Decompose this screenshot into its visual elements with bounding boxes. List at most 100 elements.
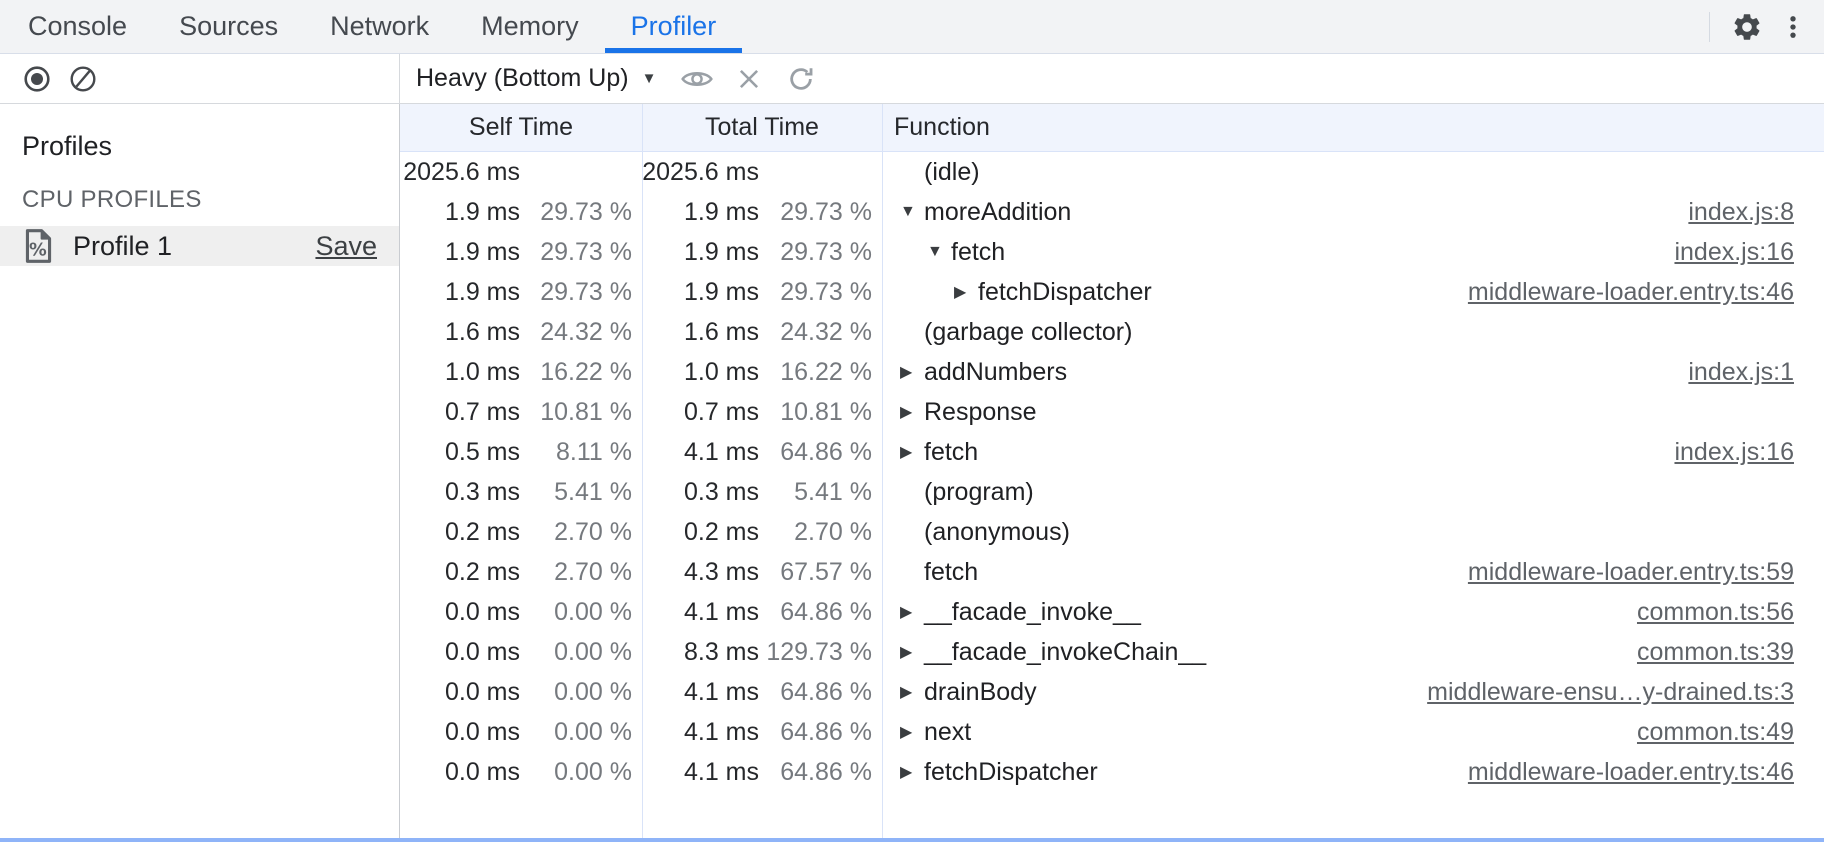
column-divider[interactable] <box>882 104 883 840</box>
profile-name: Profile 1 <box>73 230 173 261</box>
function-cell: (idle) <box>882 158 1824 187</box>
more-menu-button[interactable] <box>1770 4 1816 50</box>
collapsed-arrow-icon[interactable]: ▶ <box>900 764 913 781</box>
function-cell: ▶ fetchDispatcher middleware-loader.entry.… <box>882 278 1824 307</box>
sidebar-title: Profiles <box>22 131 113 161</box>
self-time-ms: 0.7 ms <box>444 397 520 426</box>
tab-sources[interactable]: Sources <box>179 11 279 41</box>
self-time-percent: 24.32 % <box>540 317 632 346</box>
profiler-toolbar: Heavy (Bottom Up) ▼ <box>0 54 1824 104</box>
source-location-link[interactable]: index.js:16 <box>1674 237 1794 266</box>
profile-table-row[interactable]: 0.2 ms 2.70 % 0.2 ms 2.70 % (anonymous) <box>400 512 1824 552</box>
source-location-link[interactable]: index.js:8 <box>1688 197 1794 226</box>
collapsed-arrow-icon[interactable]: ▶ <box>900 604 913 621</box>
self-time-cell: 0.7 ms 10.81 % <box>400 398 642 427</box>
profile-table-row[interactable]: 0.0 ms 0.00 % 4.1 ms 64.86 % ▶ drainBody middl… <box>400 672 1824 712</box>
collapsed-arrow-icon[interactable]: ▶ <box>900 444 913 461</box>
total-time-ms: 4.1 ms <box>683 437 759 466</box>
focus-function-button[interactable] <box>678 59 716 99</box>
function-cell: ▶ fetch index.js:16 <box>882 438 1824 467</box>
source-location-link[interactable]: middleware-loader.entry.ts:59 <box>1467 557 1794 586</box>
collapsed-arrow-icon[interactable]: ▶ <box>900 364 913 381</box>
expanded-arrow-icon[interactable]: ▼ <box>900 203 916 220</box>
total-time-cell: 2025.6 ms <box>642 158 882 187</box>
view-mode-dropdown[interactable]: Heavy (Bottom Up) ▼ <box>416 64 656 93</box>
self-time-ms: 1.9 ms <box>444 277 520 306</box>
profile-table-row[interactable]: 0.7 ms 10.81 % 0.7 ms 10.81 % ▶ Response <box>400 392 1824 432</box>
self-time-ms: 0.3 ms <box>444 477 520 506</box>
tab-console[interactable]: Console <box>28 11 128 41</box>
self-time-cell: 0.2 ms 2.70 % <box>400 558 642 587</box>
function-name: (idle) <box>924 157 980 186</box>
profile-table-row[interactable]: 0.2 ms 2.70 % 4.3 ms 67.57 % fetch middleware… <box>400 552 1824 592</box>
column-header-self-time[interactable]: Self Time <box>468 113 574 141</box>
profile-table-row[interactable]: 0.0 ms 0.00 % 4.1 ms 64.86 % ▶ fetchDispatche… <box>400 752 1824 792</box>
save-profile-link[interactable]: Save <box>315 230 377 261</box>
total-time-percent: 64.86 % <box>780 717 872 746</box>
tab-profiler[interactable]: Profiler <box>604 0 743 53</box>
clear-button[interactable] <box>64 59 102 99</box>
self-time-percent: 5.41 % <box>554 477 632 506</box>
collapsed-arrow-icon[interactable]: ▶ <box>900 644 913 661</box>
total-time-cell: 1.9 ms 29.73 % <box>642 238 882 267</box>
self-time-cell: 0.3 ms 5.41 % <box>400 478 642 507</box>
expanded-arrow-icon[interactable]: ▼ <box>927 243 943 260</box>
function-cell: ▼ fetch index.js:16 <box>882 238 1824 267</box>
total-time-cell: 1.9 ms 29.73 % <box>642 198 882 227</box>
collapsed-arrow-icon[interactable]: ▶ <box>900 404 913 421</box>
profile-table-row[interactable]: 1.9 ms 29.73 % 1.9 ms 29.73 % ▶ fetchDispatch… <box>400 272 1824 312</box>
collapsed-arrow-icon[interactable]: ▶ <box>900 684 913 701</box>
tab-memory[interactable]: Memory <box>481 11 579 41</box>
self-time-percent: 2.70 % <box>554 517 632 546</box>
function-name: drainBody <box>924 677 1037 706</box>
profile-table-row[interactable]: 0.0 ms 0.00 % 8.3 ms 129.73 % ▶ __facade_invo… <box>400 632 1824 672</box>
profile-table-row[interactable]: 0.3 ms 5.41 % 0.3 ms 5.41 % (program) <box>400 472 1824 512</box>
self-time-percent: 29.73 % <box>540 277 632 306</box>
function-name: fetch <box>924 437 979 466</box>
profile-table-row[interactable]: 1.9 ms 29.73 % 1.9 ms 29.73 % ▼ moreAddition i… <box>400 192 1824 232</box>
profile-table-row[interactable]: 0.5 ms 8.11 % 4.1 ms 64.86 % ▶ fetch index.js:… <box>400 432 1824 472</box>
tabbar-right-controls <box>1709 0 1824 53</box>
column-header-total-time[interactable]: Total Time <box>705 113 819 141</box>
total-time-cell: 4.1 ms 64.86 % <box>642 438 882 467</box>
profile-list-item[interactable]: % Profile 1 Save <box>0 226 399 266</box>
self-time-ms: 0.0 ms <box>444 677 520 706</box>
function-cell: ▶ fetchDispatcher middleware-loader.entry.… <box>882 758 1824 787</box>
function-cell: ▼ moreAddition index.js:8 <box>882 198 1824 227</box>
profile-table-row[interactable]: 2025.6 ms 2025.6 ms (idle) <box>400 152 1824 192</box>
source-location-link[interactable]: middleware-loader.entry.ts:46 <box>1467 757 1794 786</box>
window-bottom-edge <box>0 838 1824 842</box>
restore-functions-button[interactable] <box>782 59 820 99</box>
function-cell: ▶ drainBody middleware-ensu…y-drained.ts:3 <box>882 678 1824 707</box>
source-location-link[interactable]: index.js:1 <box>1688 357 1794 386</box>
function-name: Response <box>924 397 1037 426</box>
source-location-link[interactable]: common.ts:39 <box>1636 637 1794 666</box>
source-location-link[interactable]: common.ts:49 <box>1636 717 1794 746</box>
profile-table-row[interactable]: 0.0 ms 0.00 % 4.1 ms 64.86 % ▶ __facade_invok… <box>400 592 1824 632</box>
total-time-percent: 64.86 % <box>780 757 872 786</box>
profile-data-grid: Self Time Total Time Function 2025.6 ms 2… <box>400 104 1824 840</box>
self-time-cell: 1.6 ms 24.32 % <box>400 318 642 347</box>
collapsed-arrow-icon[interactable]: ▶ <box>900 724 913 741</box>
self-time-ms: 0.0 ms <box>444 637 520 666</box>
exclude-function-button[interactable] <box>730 59 768 99</box>
self-time-ms: 1.6 ms <box>444 317 520 346</box>
source-location-link[interactable]: middleware-ensu…y-drained.ts:3 <box>1427 677 1794 706</box>
total-time-cell: 4.1 ms 64.86 % <box>642 678 882 707</box>
column-header-function[interactable]: Function <box>894 113 990 141</box>
profile-table-row[interactable]: 1.9 ms 29.73 % 1.9 ms 29.73 % ▼ fetch index.js… <box>400 232 1824 272</box>
column-divider[interactable] <box>642 104 643 840</box>
tab-network[interactable]: Network <box>330 11 430 41</box>
settings-button[interactable] <box>1724 4 1770 50</box>
record-button[interactable] <box>18 59 56 99</box>
source-location-link[interactable]: index.js:16 <box>1674 437 1794 466</box>
profile-table-row[interactable]: 1.6 ms 24.32 % 1.6 ms 24.32 % (garbage colle… <box>400 312 1824 352</box>
total-time-ms: 4.1 ms <box>683 677 759 706</box>
self-time-percent <box>520 158 632 187</box>
collapsed-arrow-icon[interactable]: ▶ <box>954 284 967 301</box>
profile-table-row[interactable]: 0.0 ms 0.00 % 4.1 ms 64.86 % ▶ next common.ts:… <box>400 712 1824 752</box>
profile-table-row[interactable]: 1.0 ms 16.22 % 1.0 ms 16.22 % ▶ addNumbers ind… <box>400 352 1824 392</box>
function-name: __facade_invoke__ <box>924 597 1141 626</box>
source-location-link[interactable]: middleware-loader.entry.ts:46 <box>1467 277 1794 306</box>
source-location-link[interactable]: common.ts:56 <box>1636 597 1794 626</box>
